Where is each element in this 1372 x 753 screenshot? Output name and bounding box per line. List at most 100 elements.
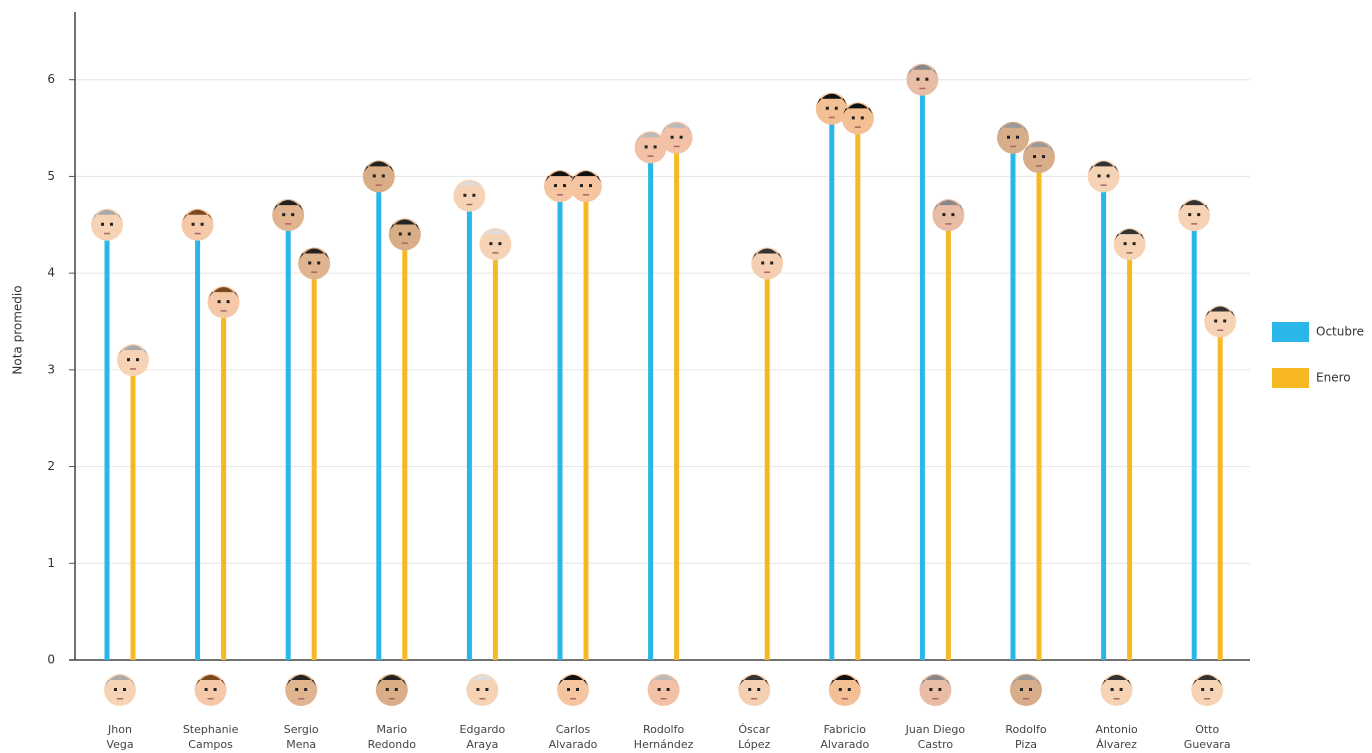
face-skin: [906, 63, 939, 96]
x-tick-label: Redondo: [368, 738, 417, 751]
face-eye: [1201, 688, 1205, 691]
face-skin: [544, 170, 576, 203]
face-skin: [117, 344, 149, 377]
face-hair: [933, 200, 964, 212]
face-eye: [317, 261, 321, 265]
face-eye: [653, 145, 657, 149]
face-skin: [1023, 141, 1055, 174]
face: [1113, 228, 1146, 261]
y-tick-label: 4: [47, 266, 55, 280]
legend-swatch: [1272, 322, 1309, 342]
face-hair: [545, 171, 575, 183]
face-eye: [1188, 213, 1192, 217]
face-eye: [110, 222, 113, 226]
face-mouth: [647, 155, 654, 157]
face-skin: [207, 286, 240, 319]
face-eye: [476, 688, 480, 691]
face-eye: [291, 213, 295, 217]
face-eye: [489, 242, 493, 246]
face: [647, 674, 680, 706]
face-eye: [1119, 688, 1123, 691]
face: [388, 218, 421, 251]
face-skin: [932, 199, 965, 232]
x-tick-label: Araya: [466, 738, 498, 751]
face-eye: [1029, 688, 1032, 691]
face-eye: [644, 145, 648, 149]
face-skin: [466, 674, 499, 706]
face-mouth: [207, 698, 214, 700]
face-eye: [748, 688, 752, 691]
face-mouth: [1036, 165, 1042, 167]
face-hair: [286, 675, 317, 686]
face-eye: [938, 688, 942, 691]
face: [634, 131, 667, 164]
face: [207, 286, 240, 319]
face-skin: [1113, 228, 1146, 261]
face-eye: [485, 688, 489, 691]
face-hair: [208, 287, 239, 299]
face-eye: [213, 688, 217, 691]
face-eye: [567, 688, 570, 691]
y-axis-label: Nota promedio: [11, 285, 25, 374]
face-eye: [1110, 688, 1114, 691]
face-mouth: [466, 203, 473, 206]
face-hair: [1088, 161, 1119, 173]
face-mouth: [919, 87, 926, 90]
face-hair: [363, 161, 394, 173]
face: [751, 247, 784, 280]
face-mouth: [285, 223, 292, 225]
face-hair: [480, 229, 511, 241]
face-eye: [217, 300, 221, 304]
face-hair: [118, 345, 148, 357]
face-mouth: [828, 116, 835, 119]
face-mouth: [1126, 252, 1133, 254]
legend-label: Octubre: [1316, 325, 1364, 339]
face-eye: [860, 116, 864, 120]
face: [362, 160, 395, 193]
face-mouth: [1010, 145, 1016, 148]
face-skin: [453, 179, 486, 212]
face-skin: [570, 170, 602, 203]
face-hair: [92, 209, 122, 221]
face-eye: [670, 135, 674, 139]
face-hair: [739, 675, 770, 686]
face-mouth: [841, 698, 848, 700]
face-eye: [114, 688, 117, 691]
y-tick-label: 1: [47, 556, 55, 570]
face-mouth: [311, 271, 318, 273]
face-skin: [91, 208, 123, 241]
face-eye: [1007, 135, 1010, 139]
face: [375, 674, 408, 706]
face-eye: [1097, 174, 1101, 178]
face-hair: [998, 122, 1028, 134]
face: [1204, 305, 1237, 338]
face-eye: [851, 116, 855, 120]
face-eye: [929, 688, 933, 691]
face-eye: [916, 77, 920, 81]
face-eye: [200, 222, 204, 226]
face-mouth: [854, 126, 861, 128]
face: [1087, 160, 1120, 193]
legend-swatch: [1272, 368, 1309, 388]
face-eye: [576, 688, 579, 691]
face-skin: [738, 674, 771, 706]
face-eye: [847, 688, 851, 691]
face-eye: [1210, 688, 1214, 691]
x-tick-label: Mena: [286, 738, 316, 751]
face-hair: [299, 248, 330, 260]
face-eye: [657, 688, 661, 691]
x-tick-label: Campos: [188, 738, 233, 751]
face: [828, 674, 861, 706]
face-eye: [295, 688, 299, 691]
face-skin: [375, 674, 408, 706]
face-eye: [1197, 213, 1201, 217]
face-mouth: [673, 145, 680, 148]
face-eye: [463, 193, 467, 197]
face: [841, 102, 874, 135]
face: [272, 199, 305, 232]
face-skin: [285, 674, 318, 706]
face-hair: [648, 675, 679, 686]
x-tick-label: Alvarado: [820, 738, 869, 751]
face-mouth: [479, 698, 486, 700]
